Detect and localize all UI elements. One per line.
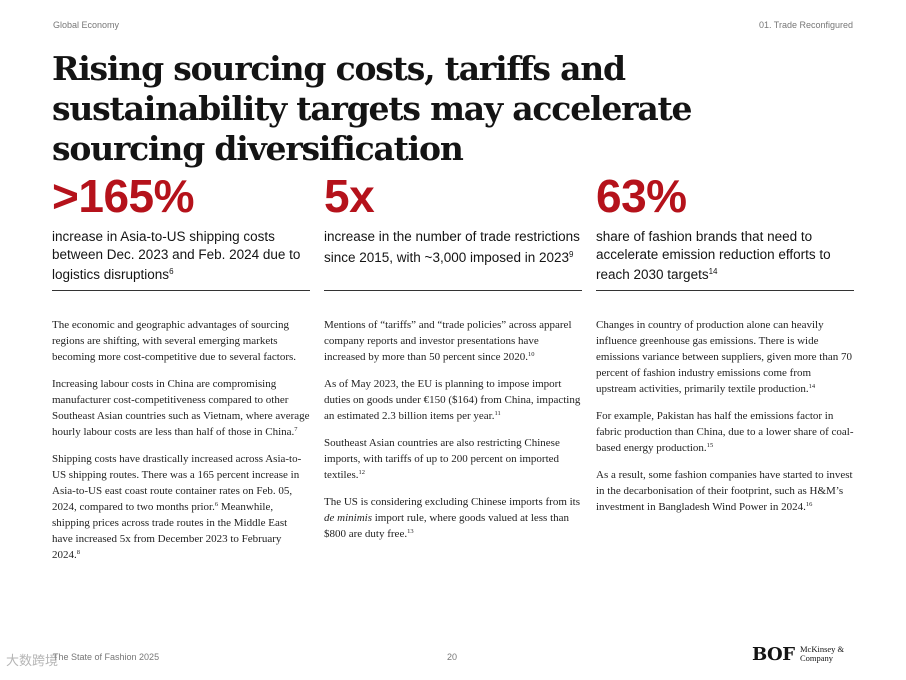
stat-column-2: 5x increase in the number of trade restr… [324, 170, 582, 553]
stat-footnote-ref: 14 [708, 267, 718, 276]
stat-value: >165% [52, 170, 195, 222]
paragraph-text: As a result, some fashion companies have… [596, 469, 853, 513]
footnote-ref: 12 [358, 469, 366, 476]
paragraph-text: Meanwhile, shipping prices across trade … [52, 501, 288, 561]
paragraph-text: The economic and geographic advantages o… [52, 319, 297, 363]
paragraph-text: As of May 2023, the EU is planning to im… [324, 378, 581, 422]
watermark-logo: 大数跨境 [6, 654, 59, 669]
paragraph-text: Southeast Asian countries are also restr… [324, 437, 560, 481]
footnote-ref: 7 [294, 426, 298, 433]
footnote-ref: 16 [805, 501, 813, 508]
paragraph-text: import rule, where goods valued at less … [324, 512, 570, 540]
paragraph-text: Mentions of “tariffs” and “trade policie… [324, 319, 572, 363]
body-paragraph: The US is considering excluding Chinese … [324, 494, 582, 542]
stat-description-text: increase in the number of trade restrict… [324, 229, 580, 265]
body-paragraph: Southeast Asian countries are also restr… [324, 435, 582, 483]
stat-footnote-ref: 9 [569, 249, 574, 259]
body-paragraph: Mentions of “tariffs” and “trade policie… [324, 317, 582, 365]
body-paragraph: Shipping costs have drastically increase… [52, 451, 310, 563]
stat-description: increase in the number of trade restrict… [324, 228, 582, 291]
stat-description-text: share of fashion brands that need to acc… [596, 229, 831, 282]
body-paragraph: As a result, some fashion companies have… [596, 467, 854, 515]
body-paragraph: As of May 2023, the EU is planning to im… [324, 376, 582, 424]
stat-column-3: 63% share of fashion brands that need to… [596, 170, 854, 526]
paragraph-text: Changes in country of production alone c… [596, 319, 852, 395]
body-paragraph: Increasing labour costs in China are com… [52, 376, 310, 440]
footnote-ref: 6 [214, 501, 219, 508]
paragraph-text: The US is considering excluding Chinese … [324, 496, 581, 508]
footnote-ref: 15 [706, 442, 714, 449]
paragraph-text: For example, Pakistan has half the emiss… [596, 410, 854, 454]
stat-description: share of fashion brands that need to acc… [596, 228, 854, 291]
body-paragraphs: The economic and geographic advantages o… [52, 317, 310, 563]
body-paragraph: Changes in country of production alone c… [596, 317, 854, 397]
body-paragraph: For example, Pakistan has half the emiss… [596, 408, 854, 456]
stat-description-text: increase in Asia-to-US shipping costs be… [52, 229, 301, 282]
bof-logo: BOF [752, 644, 795, 665]
footnote-ref: 8 [76, 549, 80, 556]
paragraph-text: Increasing labour costs in China are com… [52, 378, 310, 438]
stat-value: 63% [596, 170, 687, 222]
body-paragraphs: Mentions of “tariffs” and “trade policie… [324, 317, 582, 542]
section-label: Global Economy [53, 20, 120, 30]
mckinsey-logo: McKinsey & Company [800, 644, 845, 663]
paragraph-text: Shipping costs have drastically increase… [52, 453, 302, 513]
footnote-ref: 10 [528, 351, 535, 358]
stat-value: 5x [324, 170, 375, 222]
publication-name: The State of Fashion 2025 [53, 652, 160, 662]
footnote-ref: 14 [808, 383, 816, 390]
chapter-label: 01. Trade Reconfigured [758, 20, 853, 30]
stat-footnote-ref: 6 [169, 267, 174, 276]
stat-description: increase in Asia-to-US shipping costs be… [52, 228, 310, 291]
stat-column-1: >165% increase in Asia-to-US shipping co… [52, 170, 310, 574]
page-number: 20 [447, 652, 458, 662]
page-title: Rising sourcing costs, tariffs and susta… [52, 49, 693, 168]
italic-term: de minimis [324, 512, 372, 524]
body-paragraphs: Changes in country of production alone c… [596, 317, 854, 515]
body-paragraph: The economic and geographic advantages o… [52, 317, 310, 365]
footnote-ref: 13 [407, 528, 414, 535]
footnote-ref: 11 [494, 410, 501, 417]
